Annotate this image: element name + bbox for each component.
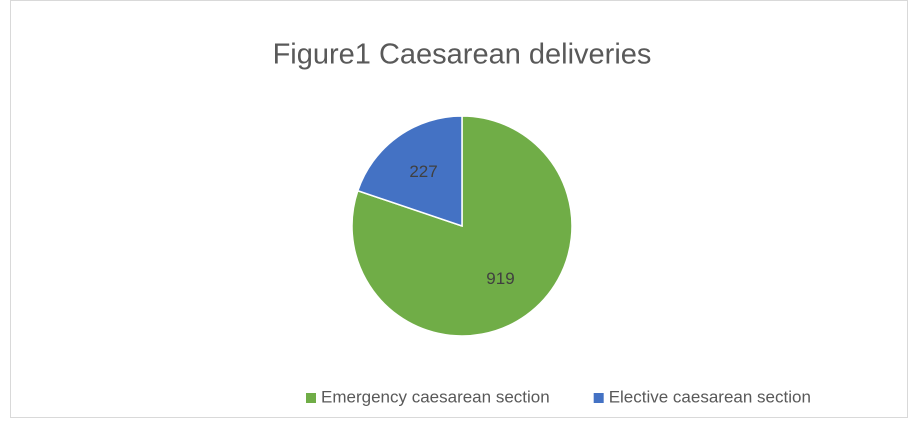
data-label: 919 [486, 269, 514, 288]
legend-label: Elective caesarean section [609, 387, 811, 406]
data-label: 227 [409, 162, 437, 181]
legend-swatch [593, 393, 604, 403]
legend-label: Emergency caesarean section [321, 387, 550, 406]
chart-title: Figure1 Caesarean deliveries [273, 39, 652, 71]
pie-slice [356, 115, 463, 228]
legend-swatch [306, 393, 316, 403]
